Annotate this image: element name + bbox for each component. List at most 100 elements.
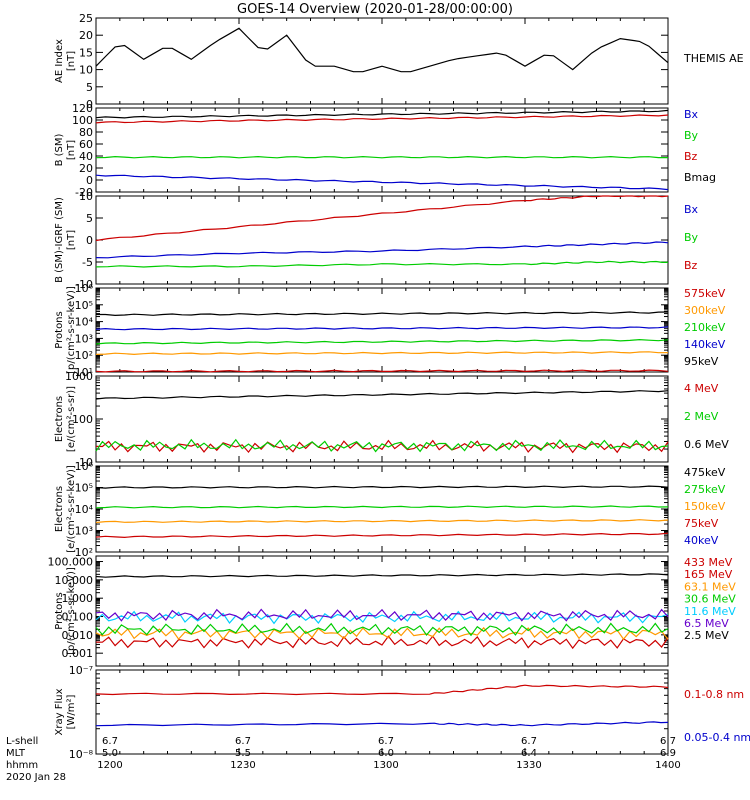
y-axis-label-line2: [nT] [66, 51, 77, 71]
y-tick-label: 0 [86, 174, 93, 187]
y-tick-label: 10² [75, 349, 93, 362]
y-tick-label: 0 [86, 98, 93, 111]
series-line-275kev [95, 505, 669, 509]
footer-row-label: L-shell [6, 736, 38, 747]
y-tick-label: 80 [79, 126, 93, 139]
legend-label: By [684, 231, 699, 244]
series-line-0-6-mev [95, 390, 669, 400]
y-axis-label: AE Index [nT] [54, 39, 77, 83]
series-line-bmag [95, 109, 669, 119]
legend-label: 75keV [684, 517, 719, 530]
panel-frame [95, 195, 669, 285]
footer-hhmm-value: 1330 [516, 760, 541, 771]
legend-label: 11.6 MeV [684, 605, 736, 618]
legend-label: 475keV [684, 466, 726, 479]
y-tick-label: 0.100 [62, 611, 94, 624]
series-line-6-5-mev [95, 608, 669, 622]
series-line-4-mev [95, 439, 669, 454]
y-tick-label: 100 [72, 413, 93, 426]
series-line-75kev [95, 532, 669, 539]
y-axis-label-line1: B (SM)-IGRF (SM) [54, 197, 65, 283]
y-tick-label: 100.000 [48, 556, 94, 569]
y-tick-label: 10³ [75, 332, 93, 345]
footer-lshell-value: 6.7 [660, 736, 676, 747]
footer-mlt-value: 5.5 [235, 748, 251, 759]
y-axis-label: Protons [p/(cm²-s-sr-keV)] [54, 567, 77, 655]
y-tick-label: -10 [75, 278, 93, 291]
series-line-2-5-mev [95, 573, 669, 578]
y-tick-label: 5 [86, 81, 93, 94]
legend-label: 95keV [684, 355, 719, 368]
footer-mlt-value: 6.0 [378, 748, 394, 759]
series-line-300kev [95, 351, 669, 356]
footer-hhmm-value: 1400 [655, 760, 680, 771]
y-tick-label: 40 [79, 150, 93, 163]
series-line-bx [95, 174, 669, 191]
y-tick-label: 10⁻⁷ [69, 664, 93, 677]
y-tick-label: 15 [79, 46, 93, 59]
series-line-575kev [95, 369, 669, 373]
legend-label: 165 MeV [684, 568, 733, 581]
legend-label: 0.1-0.8 nm [684, 688, 744, 701]
y-tick-label: 5 [86, 212, 93, 225]
legend-label: 575keV [684, 287, 726, 300]
legend-label: 0.05-0.4 nm [684, 731, 750, 744]
y-tick-label: 10² [75, 546, 93, 559]
y-tick-label: 10⁴ [75, 316, 94, 329]
y-tick-label: 10.000 [55, 574, 94, 587]
legend-label: THEMIS AE [683, 52, 744, 65]
y-axis-label-line1: Protons [54, 592, 65, 629]
series-line-by [95, 155, 668, 159]
y-tick-label: 1.000 [62, 592, 94, 605]
legend-label: Bmag [684, 171, 716, 184]
y-axis-label-line2: [nT] [66, 230, 77, 250]
y-axis-label-line1: B (SM) [54, 133, 65, 166]
y-tick-label: 10⁴ [75, 503, 94, 516]
series-line-bz [95, 114, 669, 124]
series-line-30-6-mev [95, 622, 669, 637]
footer-lshell-value: 6.7 [378, 736, 394, 747]
y-tick-label: 1000 [65, 370, 93, 383]
series-line-0-05-0-4-nm [95, 721, 669, 727]
series-line-bx [95, 241, 669, 259]
y-tick-label: 0 [86, 234, 93, 247]
legend-label: Bx [684, 108, 699, 121]
y-axis-label: Protons [p/(cm²-s-sr-keV)] [54, 286, 77, 374]
legend-label: 300keV [684, 304, 726, 317]
footer-row-label: 2020 Jan 28 [6, 772, 66, 783]
y-axis-label-line1: Protons [54, 311, 65, 348]
series-line-475kev [95, 485, 669, 489]
series-line-by [95, 260, 668, 268]
y-tick-label: 10⁻⁸ [69, 748, 94, 761]
y-tick-label: 0.010 [62, 629, 94, 642]
footer-lshell-value: 6.7 [521, 736, 537, 747]
y-tick-label: 120 [72, 102, 93, 115]
y-axis-label: Xray Flux [W/m²] [54, 688, 77, 735]
y-tick-label: 10⁵ [75, 482, 93, 495]
y-tick-label: 10 [79, 456, 93, 469]
y-tick-label: -5 [82, 256, 93, 269]
legend-label: 275keV [684, 483, 726, 496]
y-axis-label-line1: Electrons [54, 396, 65, 442]
series-line-11-6-mev [95, 610, 669, 625]
footer-mlt-value: 6.9 [660, 748, 676, 759]
figure-title: GOES-14 Overview (2020-01-28/00:00:00) [237, 2, 513, 17]
series-line-210kev [95, 338, 669, 345]
y-axis-label-line1: Xray Flux [54, 688, 65, 735]
legend-label: Bx [684, 203, 699, 216]
y-tick-label: -20 [75, 186, 93, 199]
y-tick-label: 10 [79, 190, 93, 203]
legend-label: By [684, 129, 699, 142]
series-line-0-1-0-8-nm [95, 684, 669, 696]
footer-lshell-value: 6.7 [102, 736, 118, 747]
footer-hhmm-value: 1300 [373, 760, 398, 771]
y-axis-label-line1: AE Index [54, 39, 65, 83]
y-axis-label: Electrons [e/(cm²-s-sr-keV)] [54, 465, 77, 553]
y-tick-label: 10 [79, 64, 93, 77]
legend-label: 30.6 MeV [684, 593, 736, 606]
panel-xray: 10⁻⁸ 10⁻⁷ Xray Flux [W/m²] 0.1-0.8 nm 0.05-0.… [54, 664, 750, 761]
footer-hhmm-value: 1230 [230, 760, 255, 771]
